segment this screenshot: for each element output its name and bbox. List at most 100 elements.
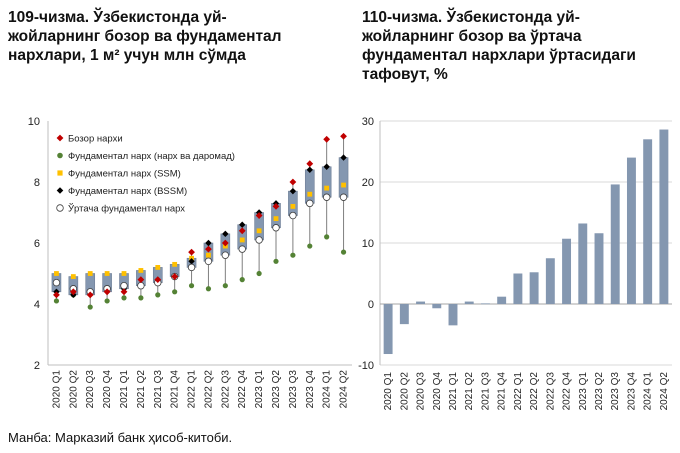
left-x-tick-label: 2021 Q3 bbox=[153, 370, 164, 409]
left-x-tick-label: 2022 Q4 bbox=[237, 370, 248, 409]
right-y-tick-label: 20 bbox=[362, 177, 374, 189]
ssm-point bbox=[121, 271, 127, 276]
legend-label: Фундаментал нарх (SSM) bbox=[68, 169, 181, 180]
market-point bbox=[340, 132, 347, 140]
left-y-tick-label: 8 bbox=[34, 177, 40, 189]
gap-bar bbox=[659, 129, 669, 304]
gap-bar bbox=[513, 273, 523, 304]
market-point bbox=[103, 288, 111, 296]
ssm-point bbox=[256, 228, 262, 234]
left-chart-title: 109-чизма. Ўзбекистонда уй- жойларнинг б… bbox=[8, 9, 282, 64]
income-point bbox=[53, 298, 60, 304]
right-x-tick-label: 2020 Q1 bbox=[383, 372, 394, 411]
gap-bar bbox=[610, 184, 620, 304]
gap-bar bbox=[529, 272, 539, 304]
ssm-point bbox=[290, 204, 296, 209]
market-point bbox=[188, 248, 195, 256]
left-x-tick-label: 2022 Q1 bbox=[187, 370, 198, 409]
right-x-tick-label: 2022 Q4 bbox=[562, 372, 573, 411]
ssm-point bbox=[155, 265, 161, 270]
right-x-tick-label: 2023 Q1 bbox=[578, 372, 589, 411]
income-point bbox=[172, 289, 178, 295]
income-point bbox=[340, 249, 347, 255]
legend-marker-ssm bbox=[57, 170, 63, 176]
right-x-tick-label: 2024 Q2 bbox=[659, 372, 670, 411]
left-y-tick-label: 10 bbox=[28, 116, 40, 128]
market-point bbox=[272, 203, 280, 210]
income-point bbox=[104, 298, 110, 304]
gap-bar bbox=[480, 303, 490, 305]
left-x-tick-label: 2024 Q2 bbox=[339, 370, 350, 409]
legend-marker-market bbox=[56, 134, 64, 142]
market-point bbox=[323, 135, 331, 143]
income-point bbox=[222, 283, 228, 289]
gap-bar bbox=[626, 157, 636, 304]
right-x-tick-label: 2021 Q1 bbox=[448, 372, 459, 411]
right-x-tick-label: 2022 Q1 bbox=[513, 372, 524, 411]
legend-label: Фундаментал нарх (BSSM) bbox=[68, 186, 187, 197]
ssm-point bbox=[54, 271, 59, 276]
income-point bbox=[273, 258, 279, 264]
income-point bbox=[205, 286, 212, 292]
legend-label: Фундаментал нарх (нарх ва даромад) bbox=[68, 151, 235, 162]
average-point bbox=[187, 263, 196, 272]
income-point bbox=[239, 277, 245, 283]
gap-bar bbox=[545, 258, 555, 304]
legend-marker-bssm bbox=[56, 187, 64, 194]
right-y-tick-label: 10 bbox=[362, 238, 374, 250]
income-point bbox=[188, 283, 195, 289]
left-x-tick-label: 2024 Q1 bbox=[322, 370, 333, 409]
legend-label: Ўртача фундаментал нарх bbox=[68, 203, 185, 215]
gap-bar bbox=[416, 301, 426, 304]
ssm-point bbox=[206, 252, 211, 258]
right-x-tick-label: 2021 Q4 bbox=[497, 372, 508, 411]
ssm-point bbox=[273, 216, 279, 221]
left-x-tick-label: 2022 Q2 bbox=[203, 370, 214, 409]
bssm-point bbox=[222, 230, 229, 238]
left-y-tick-label: 2 bbox=[34, 360, 40, 372]
right-x-tick-label: 2022 Q2 bbox=[529, 372, 540, 411]
average-point bbox=[221, 251, 230, 259]
average-point bbox=[272, 224, 280, 232]
bssm-point bbox=[323, 163, 330, 170]
market-point bbox=[289, 178, 297, 186]
ssm-point bbox=[239, 237, 245, 243]
gap-bar bbox=[464, 301, 474, 304]
left-x-tick-label: 2023 Q4 bbox=[305, 370, 316, 409]
gap-bar bbox=[399, 304, 409, 325]
average-point bbox=[289, 211, 297, 220]
income-point bbox=[138, 295, 144, 301]
average-point bbox=[52, 278, 61, 287]
market-point bbox=[154, 276, 162, 283]
left-x-tick-label: 2021 Q2 bbox=[136, 370, 147, 409]
bssm-point bbox=[188, 258, 195, 265]
right-x-tick-label: 2020 Q2 bbox=[399, 372, 410, 411]
right-x-tick-label: 2023 Q3 bbox=[610, 372, 621, 411]
market-point bbox=[238, 227, 246, 235]
right-x-tick-label: 2021 Q3 bbox=[480, 372, 491, 411]
left-x-tick-label: 2021 Q4 bbox=[170, 370, 181, 409]
bssm-point bbox=[239, 221, 246, 228]
ssm-point bbox=[87, 271, 93, 276]
right-y-tick-label: 30 bbox=[362, 116, 374, 128]
left-x-tick-label: 2023 Q3 bbox=[288, 370, 299, 409]
right-x-tick-label: 2020 Q4 bbox=[432, 372, 443, 411]
market-point bbox=[205, 245, 212, 253]
ssm-point bbox=[324, 185, 330, 191]
left-x-tick-label: 2022 Q3 bbox=[220, 370, 231, 409]
ssm-point bbox=[104, 271, 110, 276]
right-x-tick-label: 2021 Q2 bbox=[464, 372, 475, 411]
left-x-tick-label: 2020 Q1 bbox=[51, 370, 62, 409]
average-point bbox=[255, 236, 263, 244]
gap-bar bbox=[383, 304, 393, 355]
income-point bbox=[121, 295, 127, 301]
legend-marker-average bbox=[56, 204, 64, 212]
market-point bbox=[221, 239, 229, 247]
average-point bbox=[322, 193, 331, 201]
ssm-point bbox=[138, 268, 144, 273]
right-x-tick-label: 2020 Q3 bbox=[416, 372, 427, 411]
market-point bbox=[171, 273, 179, 280]
market-point bbox=[255, 212, 263, 219]
right-chart-title: 110-чизма. Ўзбекистонда уй- жойларнинг б… bbox=[362, 9, 636, 83]
